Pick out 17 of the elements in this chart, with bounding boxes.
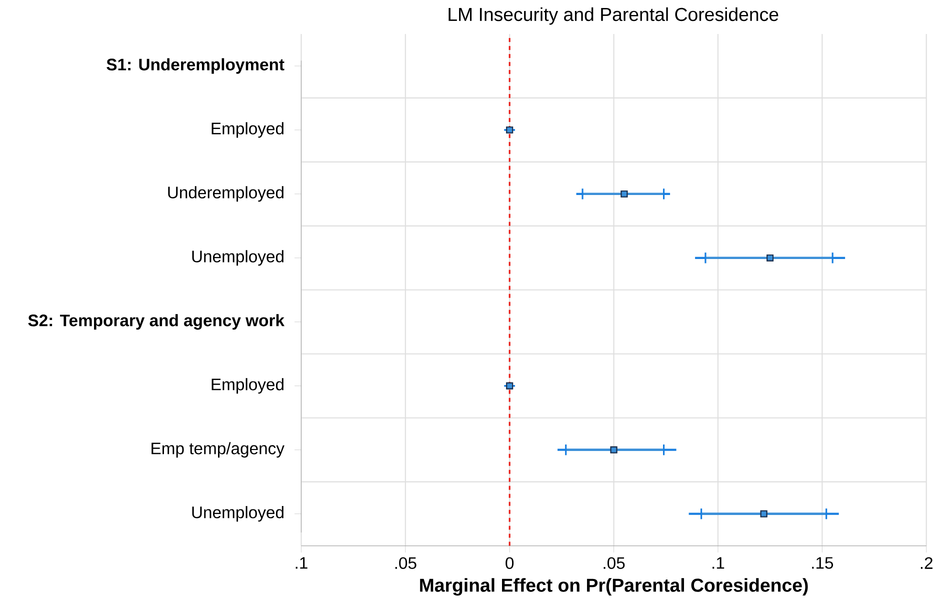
y-tick-label: Underemployed: [168, 186, 284, 202]
x-tick-label: .05: [395, 556, 416, 569]
x-tick-label: .1: [712, 556, 724, 568]
x-tick-label: .05: [604, 556, 625, 569]
x-tick-label: .2: [920, 556, 932, 569]
y-tick-label: S2: Temporary and agency work: [28, 314, 284, 330]
y-tick-label: S1: Underemployment: [106, 58, 284, 74]
chart-title: LM Insecurity and Parental Coresidence: [448, 7, 778, 25]
x-axis-title: Marginal Effect on Pr(Parental Coresidence): [420, 578, 808, 596]
x-tick-label: .1: [296, 556, 308, 568]
y-tick-label: Emp temp/agency: [152, 442, 284, 458]
y-tick-label: Employed: [212, 378, 284, 394]
y-tick-label: Unemployed: [192, 506, 284, 522]
x-tick-label: 0: [506, 556, 514, 569]
y-tick-label: Employed: [212, 122, 284, 138]
x-tick-label: .15: [812, 556, 834, 569]
y-tick-label: Unemployed: [192, 250, 284, 266]
